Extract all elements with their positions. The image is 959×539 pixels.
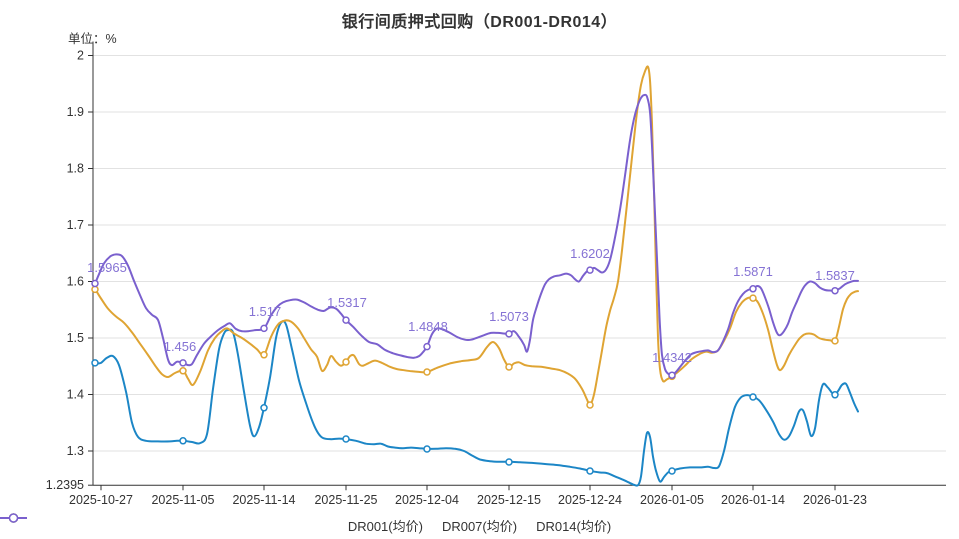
chart-title: 银行间质押式回购（DR001-DR014）	[341, 14, 618, 31]
series-marker-0	[831, 391, 839, 399]
y-tick-label: 1.5	[67, 331, 84, 345]
series-marker-0	[91, 359, 99, 367]
series-marker-2	[342, 316, 350, 324]
data-label: 1.5871	[733, 264, 773, 279]
series-marker-2	[586, 266, 594, 274]
series-line-2	[92, 93, 859, 377]
series-marker-1	[505, 363, 513, 371]
y-tick-label: 1.7	[67, 218, 84, 232]
y-tick-label: 1.4	[67, 388, 84, 402]
series-marker-2	[668, 371, 676, 379]
unit-label: 单位：%	[68, 32, 117, 46]
series-marker-2	[749, 285, 757, 293]
series-marker-0	[586, 467, 594, 475]
series-marker-0	[505, 458, 513, 466]
x-tick-label: 2025-12-24	[558, 493, 622, 507]
series-marker-2	[423, 342, 431, 351]
y-tick-label: 1.3	[67, 444, 84, 458]
series-marker-0	[423, 445, 431, 453]
x-tick-label: 2025-11-05	[151, 493, 214, 507]
x-tick-label: 2026-01-05	[640, 493, 704, 507]
series-marker-2	[831, 286, 839, 295]
legend-item-0[interactable]: DR001(均价)	[0, 513, 423, 535]
series-marker-0	[179, 437, 187, 445]
series-marker-0	[749, 393, 757, 401]
x-tick-label: 2025-11-25	[314, 493, 377, 507]
legend-item-1[interactable]: DR007(均价)	[0, 513, 518, 535]
legend-line-icon	[0, 513, 27, 523]
series-marker-1	[586, 401, 594, 409]
legend-item-2[interactable]: DR014(均价)	[0, 513, 612, 535]
x-tick-label: 2025-10-27	[69, 493, 133, 507]
data-label: 1.4848	[408, 319, 448, 334]
legend: DR001(均价) DR007(均价) DR014(均价)	[0, 512, 959, 538]
series-marker-1	[91, 285, 99, 294]
y-tick-label: 1.2395	[46, 478, 84, 492]
data-label: 1.5837	[815, 268, 855, 283]
series-marker-2	[91, 279, 99, 288]
series-marker-1	[179, 367, 187, 375]
legend-label: DR007(均价)	[441, 518, 518, 534]
data-label: 1.5073	[489, 309, 529, 324]
series-line-0	[92, 320, 859, 487]
x-tick-label: 2026-01-23	[803, 493, 867, 507]
series-marker-1	[423, 368, 431, 376]
series-marker-2	[260, 324, 268, 333]
series-line-1	[92, 65, 859, 407]
series-marker-2	[505, 330, 513, 338]
series-marker-1	[260, 351, 268, 359]
y-tick-label: 1.9	[67, 105, 84, 119]
y-tick-label: 1.6	[67, 275, 84, 289]
x-tick-label: 2025-11-14	[232, 493, 295, 507]
y-tick-label: 2	[77, 49, 84, 63]
legend-label: DR014(均价)	[536, 518, 612, 534]
data-label: 1.6202	[570, 246, 610, 261]
series-marker-1	[831, 337, 839, 345]
series-marker-0	[260, 404, 268, 412]
y-tick-label: 1.8	[67, 162, 84, 176]
x-tick-label: 2025-12-04	[395, 493, 459, 507]
data-label: 1.5965	[87, 260, 127, 275]
series-marker-0	[342, 435, 350, 443]
series-marker-2	[179, 359, 187, 367]
data-label: 1.4342	[652, 350, 692, 365]
data-label: 1.456	[164, 339, 197, 354]
x-tick-label: 2025-12-15	[477, 493, 541, 507]
series-marker-1	[749, 294, 757, 302]
legend-label: DR001(均价)	[347, 518, 423, 534]
series-marker-0	[668, 467, 676, 475]
data-label: 1.517	[249, 304, 282, 319]
series-marker-1	[342, 358, 350, 366]
data-label: 1.5317	[327, 295, 367, 310]
x-tick-label: 2026-01-14	[721, 493, 785, 507]
